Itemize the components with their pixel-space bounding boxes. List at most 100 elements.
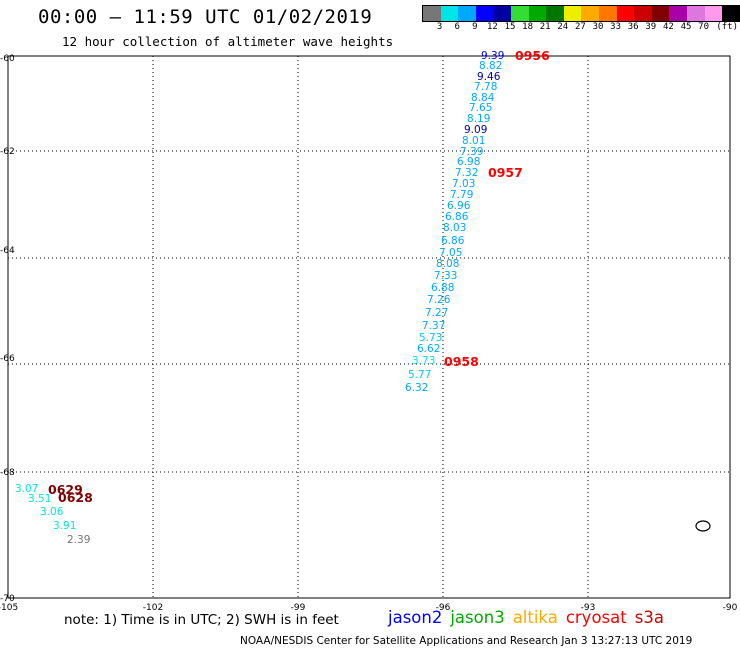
longitude-labels: -105 -102 -99 -96 -93 -90	[0, 603, 738, 613]
pass-time-label: 0628	[58, 490, 93, 505]
wave-height-value: 3.51	[28, 493, 51, 505]
latitude-label: -70	[0, 594, 15, 604]
longitude-label: -105	[0, 603, 18, 613]
color-swatch	[440, 6, 459, 21]
wave-height-value: 7.32	[455, 167, 478, 179]
color-scale-tick: 42	[662, 22, 674, 32]
longitude-label: -90	[723, 603, 738, 613]
wave-height-value: 6.88	[431, 282, 454, 294]
legend-item-s3a: s3a	[634, 608, 664, 627]
color-swatch	[493, 6, 511, 21]
wave-height-value: 7.39	[460, 146, 483, 158]
color-swatch	[581, 6, 599, 21]
wave-height-value: 6.86	[441, 235, 465, 247]
color-swatch	[722, 6, 740, 21]
wave-height-value: 8.03	[443, 222, 466, 234]
wave-height-value: 7.03	[452, 178, 475, 190]
color-swatch	[686, 6, 705, 21]
color-swatch	[423, 6, 441, 21]
color-swatch	[546, 6, 564, 21]
pass-time-label: 0956	[515, 48, 550, 63]
color-scale-tick: 15	[504, 22, 516, 32]
wave-height-value: 3.73	[412, 355, 435, 367]
color-swatch	[598, 6, 617, 21]
map-subtitle: 12 hour collection of altimeter wave hei…	[62, 34, 394, 49]
latitude-label: -66	[0, 354, 15, 364]
latitude-label: -68	[0, 468, 15, 478]
color-scale-tick: 6	[454, 22, 460, 32]
wave-height-value: 5.73	[419, 332, 442, 344]
color-scale-tick: 45	[680, 22, 692, 32]
legend-item-cryosat: cryosat	[565, 608, 627, 627]
wave-height-value: 7.33	[434, 270, 457, 282]
color-swatch	[651, 6, 670, 21]
color-swatch	[616, 6, 635, 21]
wave-height-value: 7.05	[439, 247, 462, 259]
credit-footer: NOAA/NESDIS Center for Satellite Applica…	[240, 635, 693, 647]
wave-height-value: 7.37	[422, 320, 445, 332]
wave-height-value: 8.01	[462, 135, 485, 147]
wave-height-value: 9.39	[481, 50, 504, 62]
graticule	[8, 56, 730, 598]
wave-height-value: 9.09	[464, 124, 487, 136]
color-swatch	[634, 6, 652, 21]
pass-time-label: 0958	[444, 354, 479, 369]
wave-height-value: 6.62	[417, 343, 440, 355]
wave-height-values: 9.398.829.467.788.847.658.199.098.017.39…	[15, 50, 504, 546]
color-swatch	[563, 6, 582, 21]
wave-height-value: 3.07	[15, 483, 38, 495]
plot-frame	[7, 55, 731, 599]
satellite-legend: jason2 jason3 altika cryosat s3a	[388, 608, 672, 627]
color-scale-tick: 18	[522, 22, 534, 32]
longitude-label: -93	[581, 603, 596, 613]
wave-height-value: 7.27	[425, 307, 448, 319]
longitude-label: -96	[436, 603, 451, 613]
wave-height-value: 7.78	[474, 81, 497, 93]
latitude-label: -64	[0, 246, 15, 256]
color-scale-tick: 30	[592, 22, 604, 32]
color-swatch	[528, 6, 547, 21]
color-scale-tick: 70	[698, 22, 710, 32]
color-scale-bar	[422, 5, 740, 22]
legend-item-jason3: jason3	[450, 608, 505, 627]
color-scale-tick: 33	[610, 22, 622, 32]
wave-height-value: 8.84	[471, 92, 495, 104]
wave-height-value: 7.65	[469, 102, 492, 114]
wave-height-value: 3.91	[53, 520, 76, 532]
wave-height-value: 6.98	[457, 156, 480, 168]
island-outline	[695, 520, 711, 532]
color-scale-tick: 12	[486, 22, 498, 32]
latitude-label: -62	[0, 147, 15, 157]
latitude-label: -60	[0, 54, 15, 64]
color-scale-tick: 9	[472, 22, 478, 32]
units-note: note: 1) Time is in UTC; 2) SWH is in fe…	[64, 612, 339, 628]
wave-height-value: 6.96	[447, 200, 471, 212]
color-scale-tick: 27	[574, 22, 586, 32]
wave-height-value: 7.26	[427, 294, 451, 306]
wave-height-value: 9.46	[477, 71, 501, 83]
wave-height-value: 3.06	[40, 506, 64, 518]
color-swatch	[458, 6, 476, 21]
longitude-label: -102	[143, 603, 163, 613]
color-scale-unit: (ft)	[716, 22, 739, 32]
wave-height-value: 6.86	[445, 211, 469, 223]
color-scale-tick: 36	[627, 22, 639, 32]
wave-height-value: 6.32	[405, 382, 428, 394]
color-scale-tick: 39	[645, 22, 657, 32]
legend-item-altika: altika	[512, 608, 558, 627]
wave-height-value: 8.19	[467, 113, 490, 125]
legend-item-jason2: jason2	[388, 608, 443, 627]
color-scale-tick: 3	[436, 22, 443, 32]
pass-time-label: 0957	[488, 165, 523, 180]
wave-height-value: 8.82	[479, 60, 502, 72]
color-scale-labels: 3 6 9 12 15 18 21 24 27 30 33 36 39 42 45 70 (ft)	[422, 22, 740, 36]
wave-height-value: 2.39	[67, 534, 90, 546]
color-swatch	[510, 6, 529, 21]
color-swatch	[669, 6, 687, 21]
color-swatch	[704, 6, 723, 21]
longitude-label: -99	[291, 603, 306, 613]
latitude-labels: -60 -62 -64 -66 -68 -70	[0, 54, 15, 604]
map-title: 00:00 — 11:59 UTC 01/02/2019	[38, 6, 373, 28]
